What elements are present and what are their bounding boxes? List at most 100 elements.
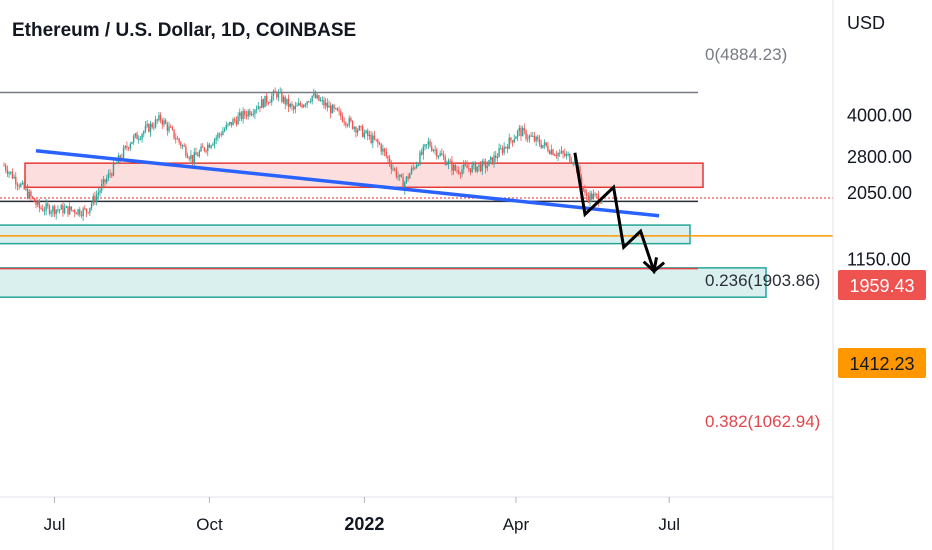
candle (380, 142, 382, 156)
candle (127, 146, 130, 151)
candle (175, 133, 177, 144)
candle (564, 148, 566, 158)
candle (223, 127, 226, 133)
chart-title: Ethereum / U.S. Dollar, 1D, COINBASE (12, 20, 356, 41)
candle (136, 131, 138, 140)
fib-level-0236-label: 0.236(1903.86) (705, 271, 820, 290)
candle (262, 98, 265, 109)
candle (405, 175, 408, 184)
candle (506, 143, 509, 154)
candle (203, 147, 206, 153)
candle (178, 137, 180, 145)
candle (239, 108, 241, 122)
candle (42, 204, 44, 212)
candle (249, 108, 251, 118)
candle (409, 172, 411, 179)
candle (414, 166, 416, 171)
candle (316, 92, 318, 100)
y-tick-label: 4000.00 (847, 106, 912, 126)
time-axis[interactable]: Jul Oct 2022 Apr Jul (44, 497, 680, 534)
candle (116, 160, 118, 164)
candle (417, 163, 419, 167)
candle (286, 98, 288, 106)
candle (292, 104, 295, 114)
candle (170, 124, 172, 128)
candle (190, 150, 192, 164)
candle (341, 112, 344, 123)
candle (550, 144, 552, 156)
candle (601, 200, 603, 205)
candle (323, 96, 325, 109)
candle (234, 116, 236, 124)
candle (185, 144, 187, 159)
candle (346, 123, 349, 128)
candle (457, 166, 460, 176)
y-tick-label: 2050.00 (847, 183, 912, 203)
candle (55, 209, 57, 220)
candle (222, 126, 224, 136)
candle (151, 122, 153, 129)
candle (392, 164, 394, 172)
candle (560, 146, 563, 155)
candle (419, 150, 421, 166)
candle (111, 172, 113, 179)
candle (139, 135, 142, 141)
candle (102, 176, 105, 189)
trendline-blue[interactable] (35, 149, 660, 218)
candle (309, 98, 312, 104)
candle (132, 133, 135, 145)
candle (533, 132, 536, 143)
candle (345, 121, 347, 129)
candle (410, 165, 413, 175)
candle (284, 95, 286, 110)
candle (250, 111, 253, 117)
candle (274, 87, 276, 93)
candle (291, 101, 293, 111)
candle (451, 156, 453, 176)
candle (183, 142, 185, 148)
candle (360, 125, 362, 131)
candle (171, 125, 174, 131)
candle (328, 100, 330, 108)
candle (67, 206, 69, 218)
candle (434, 145, 436, 155)
candle (114, 162, 116, 165)
candle (180, 141, 182, 149)
candle (208, 142, 211, 149)
candle (333, 103, 335, 112)
y-tick-label: 1150.00 (847, 250, 911, 270)
candle (126, 141, 128, 151)
candle (63, 203, 66, 215)
candle (235, 116, 238, 127)
candle (532, 132, 534, 138)
candle (321, 96, 323, 105)
candle (11, 168, 14, 180)
candle (228, 121, 231, 126)
candle (85, 208, 88, 218)
support-zone-teal-upper (0, 224, 691, 245)
candle (94, 191, 96, 206)
candle (495, 150, 497, 162)
candle (82, 206, 84, 221)
candle (420, 148, 423, 156)
candle (542, 144, 544, 149)
candle (156, 118, 158, 124)
candle (220, 131, 222, 138)
candle (254, 108, 256, 119)
candle (402, 172, 404, 190)
candle (296, 102, 298, 107)
candle (397, 171, 399, 181)
candle (31, 195, 34, 200)
candle (365, 129, 367, 134)
candle (294, 101, 297, 114)
candle (84, 205, 86, 211)
candle (107, 169, 110, 181)
candle (242, 107, 244, 124)
candle (205, 149, 207, 154)
candle (47, 200, 49, 209)
candle (584, 184, 586, 197)
candle (589, 190, 591, 206)
candle (207, 141, 209, 157)
candle (461, 164, 463, 178)
